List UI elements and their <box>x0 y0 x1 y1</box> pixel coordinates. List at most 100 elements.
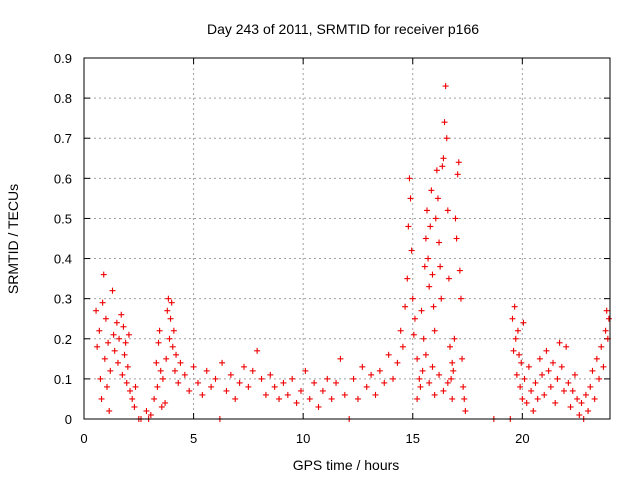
y-tick-label: 0.6 <box>54 171 72 186</box>
data-point <box>116 335 123 342</box>
data-point <box>113 319 120 326</box>
data-point <box>177 359 184 366</box>
data-points <box>93 83 612 422</box>
data-point <box>164 307 171 314</box>
data-point <box>102 315 109 322</box>
y-tick-label: 0.3 <box>54 292 72 307</box>
data-point <box>455 159 462 166</box>
data-point <box>456 267 463 274</box>
data-point <box>558 363 565 370</box>
data-point <box>585 407 592 414</box>
y-tick-label: 0.8 <box>54 91 72 106</box>
data-point <box>574 395 581 402</box>
data-point <box>543 347 550 354</box>
data-point <box>428 187 435 194</box>
data-point <box>410 331 417 338</box>
data-point <box>306 395 313 402</box>
data-point <box>432 215 439 222</box>
data-point <box>444 379 451 386</box>
data-point <box>406 175 413 182</box>
data-point <box>156 327 163 334</box>
data-point <box>449 359 456 366</box>
data-point <box>96 327 103 334</box>
data-point <box>449 395 456 402</box>
data-point <box>258 375 265 382</box>
data-point <box>454 171 461 178</box>
data-point <box>514 327 521 334</box>
data-point <box>589 367 596 374</box>
data-point <box>416 375 423 382</box>
data-point <box>443 135 450 142</box>
data-point <box>414 395 421 402</box>
data-point <box>132 383 139 390</box>
data-point <box>219 359 226 366</box>
data-point <box>600 363 607 370</box>
data-point <box>93 307 100 314</box>
data-point <box>605 315 612 322</box>
data-point <box>442 83 449 90</box>
y-tick-label: 0.1 <box>54 372 72 387</box>
data-point <box>536 355 543 362</box>
data-point <box>517 383 524 390</box>
y-tick-label: 0.5 <box>54 211 72 226</box>
data-point <box>376 367 383 374</box>
data-point <box>445 275 452 282</box>
data-point <box>427 223 434 230</box>
data-point <box>448 375 455 382</box>
y-tick-label: 0.9 <box>54 51 72 66</box>
data-point <box>554 375 561 382</box>
data-point <box>227 371 234 378</box>
axis-ticks <box>83 57 610 420</box>
data-point <box>155 339 162 346</box>
data-point <box>297 387 304 394</box>
data-point <box>271 383 278 390</box>
data-point <box>523 399 530 406</box>
data-point <box>451 335 458 342</box>
data-point <box>203 367 210 374</box>
data-point <box>429 363 436 370</box>
data-point <box>173 351 180 358</box>
data-point <box>368 371 375 378</box>
data-point <box>167 315 174 322</box>
data-point <box>430 303 437 310</box>
data-point <box>223 387 230 394</box>
data-point <box>372 391 379 398</box>
data-point <box>333 379 340 386</box>
data-point <box>453 235 460 242</box>
x-tick-label: 5 <box>190 431 197 446</box>
data-point <box>437 263 444 270</box>
data-point <box>423 207 430 214</box>
data-point <box>120 323 127 330</box>
data-point <box>520 319 527 326</box>
data-point <box>593 355 600 362</box>
data-point <box>414 355 421 362</box>
data-point <box>578 399 585 406</box>
data-point <box>436 239 443 246</box>
data-point <box>587 383 594 390</box>
data-point <box>212 375 219 382</box>
data-point <box>169 343 176 350</box>
data-point <box>417 383 424 390</box>
data-point <box>163 355 170 362</box>
data-point <box>94 343 101 350</box>
data-point <box>262 391 269 398</box>
data-point <box>104 383 111 390</box>
data-point <box>125 331 132 338</box>
data-point <box>556 339 563 346</box>
data-point <box>394 359 401 366</box>
data-point <box>576 411 583 418</box>
data-point <box>534 395 541 402</box>
data-point <box>171 367 178 374</box>
data-point <box>131 403 138 410</box>
data-point <box>602 327 609 334</box>
data-point <box>438 295 445 302</box>
data-point <box>341 391 348 398</box>
chart-title: Day 243 of 2011, SRMTID for receiver p16… <box>207 21 479 37</box>
y-tick-label: 0.7 <box>54 131 72 146</box>
data-point <box>311 379 318 386</box>
data-point <box>101 355 108 362</box>
data-point <box>208 383 215 390</box>
y-tick-label: 0 <box>65 412 72 427</box>
data-point <box>462 407 469 414</box>
data-point <box>170 327 177 334</box>
